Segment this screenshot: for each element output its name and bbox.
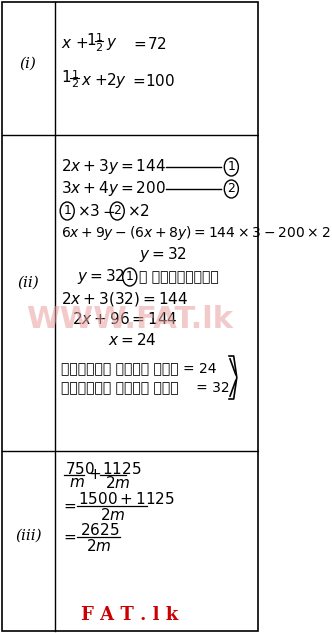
Text: $72$: $72$ [147,36,167,52]
Text: $2$: $2$ [113,204,122,218]
Text: ට ආදේශයෙන්: ට ආදේශයෙන් [139,270,219,284]
Text: $1125$: $1125$ [102,461,141,477]
Text: $=$: $=$ [131,37,147,51]
Text: පිරිමි ළමයි ගණන    = 32: පිරිමි ළමයි ගණන = 32 [61,380,230,394]
Text: $2m$: $2m$ [105,475,130,491]
Text: (ii): (ii) [17,276,39,290]
Text: (i): (i) [20,56,37,70]
Text: $m$: $m$ [69,476,85,490]
Text: $\times 3$: $\times 3$ [77,203,100,219]
Text: $y = 32$: $y = 32$ [77,268,124,287]
Text: ගැහැනු ළමයි ගණන = 24: ගැහැනු ළමයි ගණන = 24 [61,361,216,375]
Text: $1$: $1$ [227,161,236,173]
Text: $750$: $750$ [65,461,95,477]
Text: $2x + 96 = 144$: $2x + 96 = 144$ [72,311,178,327]
Text: $6x + 9y - (6x + 8y) = 144 \times 3 - 200 \times 2$: $6x + 9y - (6x + 8y) = 144 \times 3 - 20… [61,224,330,242]
Text: $1$: $1$ [95,31,103,43]
Text: $2625$: $2625$ [80,522,120,538]
Text: $=$: $=$ [130,74,146,88]
Text: $=$: $=$ [61,530,77,544]
Text: $2x + 3y = 144$: $2x + 3y = 144$ [61,158,166,177]
Text: $y$: $y$ [106,36,117,52]
Text: $2$: $2$ [71,77,79,89]
Text: $1$: $1$ [63,204,72,218]
Text: $1$: $1$ [86,32,96,48]
Text: $1$: $1$ [61,69,71,85]
Text: $x$: $x$ [81,74,93,88]
Text: $x$: $x$ [61,37,72,51]
Text: $2y$: $2y$ [106,72,127,91]
Text: $\times 2$: $\times 2$ [126,203,149,219]
Text: $3x + 4y = 200$: $3x + 4y = 200$ [61,180,166,199]
Text: F A T . l k: F A T . l k [81,606,178,624]
Text: $2m$: $2m$ [86,538,111,554]
Text: $+$: $+$ [75,37,88,51]
Text: $y = 32$: $y = 32$ [139,246,187,265]
Text: $2m$: $2m$ [100,507,125,523]
Text: (iii): (iii) [15,529,42,543]
Text: $=$: $=$ [61,499,77,513]
Text: $-$: $-$ [102,204,115,218]
Text: $2$: $2$ [95,41,103,53]
Text: $1500 + 1125$: $1500 + 1125$ [78,491,175,507]
Text: WWW.FAT.lk: WWW.FAT.lk [26,304,233,334]
Text: $100$: $100$ [145,73,175,89]
Text: $1$: $1$ [71,68,79,80]
Text: $1$: $1$ [125,270,134,284]
Text: $x = 24$: $x = 24$ [108,332,156,348]
Text: $+$: $+$ [88,468,101,482]
Text: $2x + 3(32) = 144$: $2x + 3(32) = 144$ [61,290,188,308]
Text: $2$: $2$ [227,182,236,196]
Text: $+$: $+$ [94,74,107,88]
